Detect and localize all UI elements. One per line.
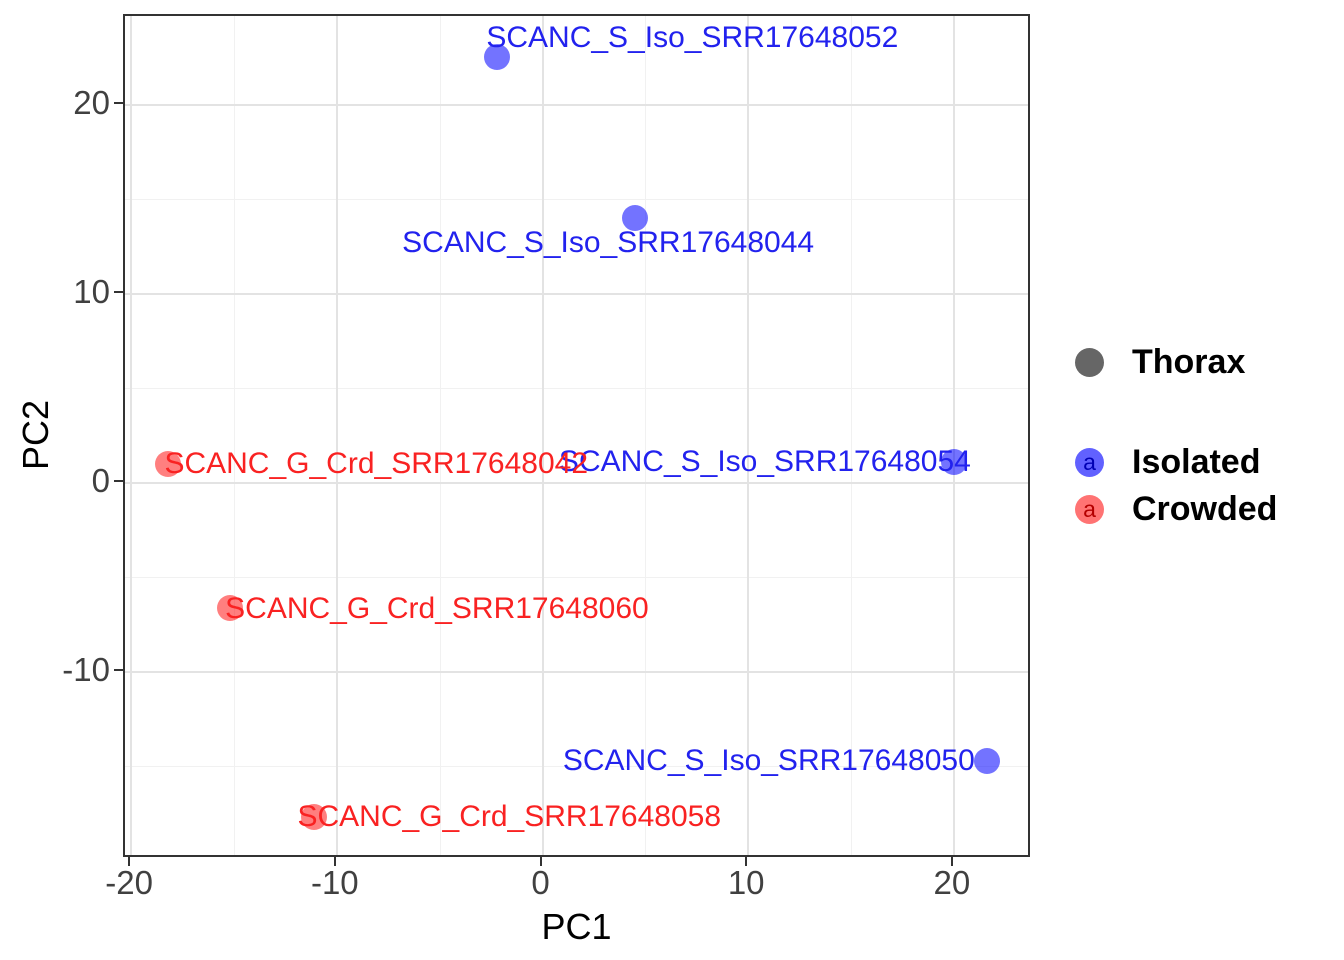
x-tick-label: -10	[310, 864, 359, 901]
major-gridline	[125, 481, 1028, 484]
scatter-point	[216, 594, 243, 621]
minor-gridline	[125, 199, 1028, 201]
legend-glyph: a	[1083, 495, 1096, 522]
y-tick-label: 10	[73, 272, 110, 310]
thorax-marker-icon	[1075, 347, 1104, 377]
legend-item-crowded: a Crowded	[1075, 486, 1277, 532]
plot-panel	[123, 14, 1030, 857]
major-gridline	[335, 16, 338, 855]
minor-gridline	[851, 16, 852, 855]
x-tick-mark	[539, 857, 542, 866]
x-axis-title: PC1	[541, 906, 612, 947]
minor-gridline	[645, 16, 647, 855]
y-tick-label: -10	[62, 650, 110, 688]
major-gridline	[125, 103, 1028, 106]
legend-item-isolated: a Isolated	[1075, 439, 1260, 485]
point-label: SCANC_G_Crd_SRR17648058	[297, 800, 722, 834]
point-label: SCANC_S_Iso_SRR17648050	[562, 743, 975, 777]
y-tick-label: 0	[91, 461, 110, 499]
x-tick-mark	[333, 857, 336, 866]
x-tick-mark	[950, 857, 953, 866]
major-gridline	[747, 16, 750, 855]
x-tick-mark	[128, 857, 131, 866]
point-label: SCANC_S_Iso_SRR17648044	[402, 226, 815, 260]
scatter-point	[301, 804, 328, 831]
y-tick-mark	[114, 101, 123, 104]
y-tick-label: 20	[73, 83, 110, 121]
major-gridline	[130, 16, 133, 855]
minor-gridline	[125, 577, 1028, 579]
point-label: SCANC_G_Crd_SRR17648060	[225, 591, 649, 625]
legend-label-isolated: Isolated	[1132, 442, 1261, 481]
point-label: SCANC_G_Crd_SRR17648042	[164, 446, 589, 480]
scatter-point	[622, 205, 649, 232]
major-gridline	[125, 292, 1028, 295]
point-label: SCANC_S_Iso_SRR17648052	[486, 21, 899, 55]
x-tick-mark	[745, 857, 748, 866]
x-tick-label: 20	[933, 864, 971, 901]
major-gridline	[541, 16, 544, 855]
scatter-point	[973, 747, 1000, 774]
scatter-point	[484, 44, 511, 71]
crowded-marker-icon: a	[1075, 494, 1104, 524]
legend-label-thorax: Thorax	[1132, 342, 1246, 381]
y-tick-mark	[114, 479, 123, 482]
legend-glyph: a	[1083, 448, 1096, 475]
y-tick-mark	[114, 668, 123, 671]
minor-gridline	[439, 16, 441, 855]
major-gridline	[125, 670, 1028, 673]
y-axis-title: PC2	[15, 399, 56, 471]
legend-item-thorax: Thorax	[1075, 339, 1245, 385]
legend-label-crowded: Crowded	[1132, 489, 1278, 528]
scatter-point	[940, 448, 967, 475]
y-tick-mark	[114, 290, 123, 293]
minor-gridline	[125, 388, 1028, 390]
x-tick-label: 10	[727, 864, 765, 901]
isolated-marker-icon: a	[1075, 447, 1104, 477]
minor-gridline	[234, 16, 235, 855]
major-gridline	[952, 16, 955, 855]
scatter-point	[155, 450, 182, 477]
x-tick-label: -20	[105, 864, 153, 901]
minor-gridline	[125, 766, 1028, 768]
point-label: SCANC_S_Iso_SRR17648054	[558, 444, 971, 478]
x-tick-label: 0	[531, 864, 550, 901]
